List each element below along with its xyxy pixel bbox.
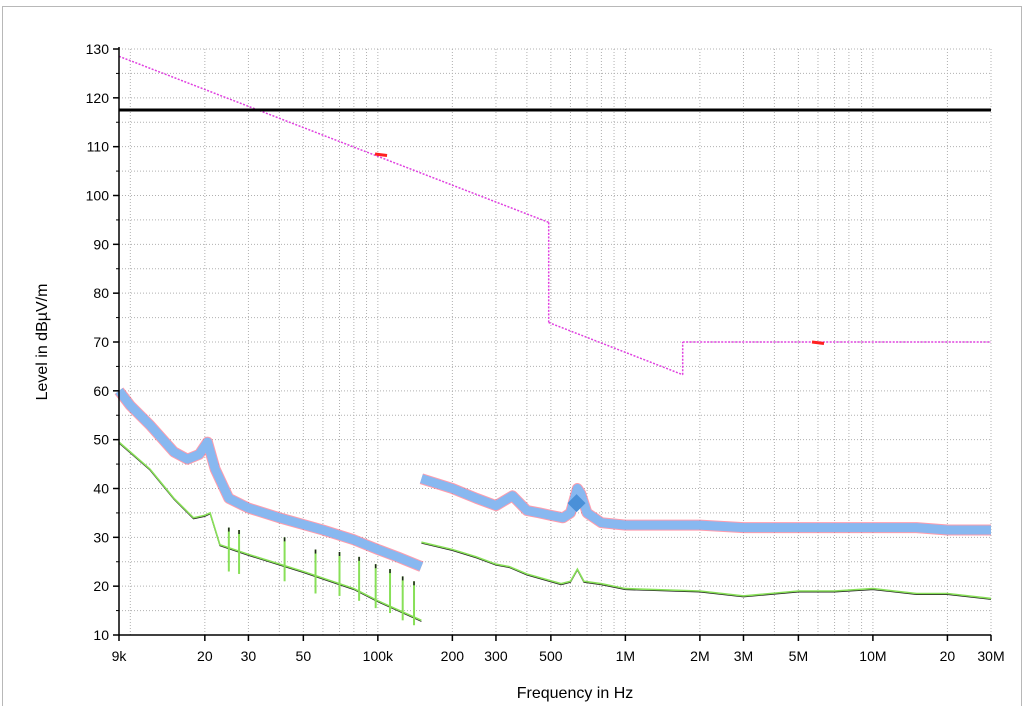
- y-tick-label: 10: [93, 627, 109, 643]
- series-3-shadow: [421, 542, 992, 600]
- limit-marker-dash: [374, 152, 388, 157]
- y-tick-label: 80: [93, 285, 109, 301]
- series-layer: [114, 55, 992, 626]
- x-tick-label: 20: [197, 648, 213, 664]
- y-tick-label: 60: [93, 383, 109, 399]
- y-tick-label: 110: [87, 139, 110, 155]
- series-0-line: [548, 321, 683, 376]
- x-tick-label: 100k: [363, 648, 394, 664]
- x-tick-label: 50: [296, 648, 312, 664]
- y-tick-label: 40: [93, 481, 109, 497]
- x-tick-label: 500: [539, 648, 563, 664]
- series-2-edge: [114, 387, 424, 572]
- x-axis-title: Frequency in Hz: [517, 685, 634, 702]
- chart-frame: 10 20 30 40 50 60 70 80 90 100 110 120 130 9k 20 30 50 10…: [2, 6, 1022, 706]
- series-2-line: [115, 388, 424, 571]
- y-tick-label: 50: [93, 432, 109, 448]
- y-tick-label: 130: [86, 41, 110, 57]
- y-tick-label: 100: [86, 188, 110, 204]
- limit-marker-dash: [811, 340, 825, 345]
- emissions-chart: 10 20 30 40 50 60 70 80 90 100 110 120 130 9k 20 30 50 10…: [34, 41, 1005, 702]
- peak-marker-diamond: [567, 494, 586, 513]
- x-tick-label: 20: [940, 648, 956, 664]
- series-3-line: [421, 541, 992, 600]
- grid: [119, 48, 992, 635]
- x-tick-label: 30M: [977, 648, 1004, 664]
- x-tick-label: 10M: [859, 648, 886, 664]
- x-tick-label: 300: [484, 648, 508, 664]
- y-tick-label: 20: [93, 578, 109, 594]
- y-axis-title: Level in dBµV/m: [34, 284, 51, 401]
- y-tick-label: 90: [93, 236, 109, 252]
- y-tick-label: 120: [86, 90, 110, 106]
- x-tick-label: 5M: [789, 648, 808, 664]
- series-0-line: [118, 55, 549, 224]
- series-3-line: [118, 441, 422, 622]
- marker-layer: [374, 152, 825, 513]
- x-tick-label: 1M: [616, 648, 635, 664]
- y-tick-label: 30: [93, 529, 109, 545]
- x-tick-label: 200: [441, 648, 465, 664]
- x-tick-label: 9k: [112, 648, 128, 664]
- x-tick-label: 2M: [690, 648, 709, 664]
- y-tick-label: 70: [93, 334, 109, 350]
- x-tick-label: 3M: [734, 648, 753, 664]
- x-tick-label: 30: [241, 648, 257, 664]
- axes: [113, 47, 992, 641]
- tick-labels: 10 20 30 40 50 60 70 80 90 100 110 120 130 9k 20 30 50 10…: [86, 41, 1005, 664]
